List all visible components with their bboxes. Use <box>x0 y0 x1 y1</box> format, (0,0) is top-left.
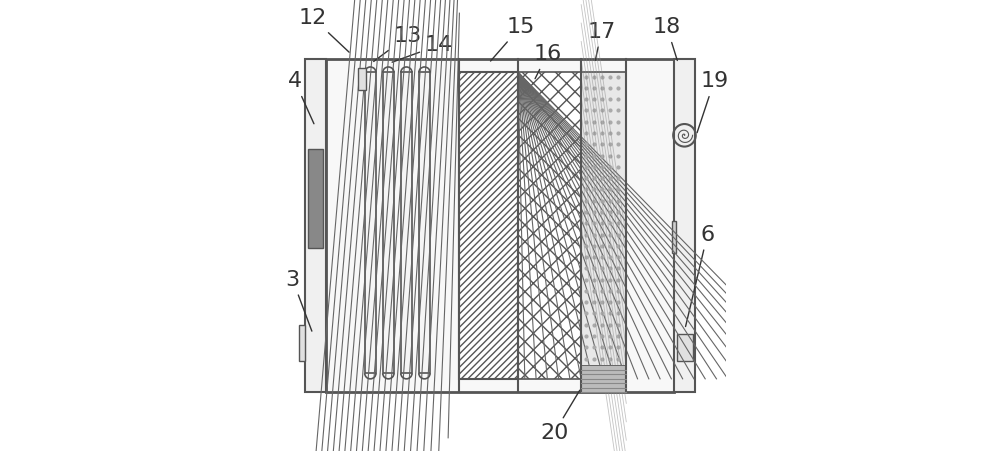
Bar <box>581 365 626 392</box>
Bar <box>383 72 394 373</box>
Bar <box>326 59 674 392</box>
Bar <box>581 365 626 392</box>
Text: 20: 20 <box>540 390 580 443</box>
Text: 17: 17 <box>587 22 616 60</box>
Text: 15: 15 <box>491 17 534 61</box>
Bar <box>518 72 581 379</box>
Text: 4: 4 <box>288 71 314 124</box>
Bar <box>305 59 326 392</box>
Text: 16: 16 <box>533 44 561 78</box>
Text: 19: 19 <box>697 71 728 133</box>
Bar <box>581 365 626 392</box>
Bar <box>459 72 518 379</box>
Bar <box>401 72 412 373</box>
Bar <box>308 149 323 248</box>
Bar <box>581 365 626 392</box>
Bar <box>581 365 626 392</box>
Bar <box>677 334 693 361</box>
Text: 3: 3 <box>285 270 312 331</box>
Bar <box>581 72 626 379</box>
Text: 13: 13 <box>374 26 422 61</box>
Bar <box>299 325 305 361</box>
Text: 6: 6 <box>686 225 715 327</box>
Bar <box>581 365 626 392</box>
Text: 12: 12 <box>299 8 349 52</box>
Bar <box>358 68 366 90</box>
Bar <box>365 72 376 373</box>
Bar <box>459 72 518 379</box>
Text: 14: 14 <box>392 35 453 62</box>
Bar <box>674 59 695 392</box>
Bar <box>672 221 676 253</box>
Bar <box>419 72 430 373</box>
Text: 18: 18 <box>653 17 681 60</box>
